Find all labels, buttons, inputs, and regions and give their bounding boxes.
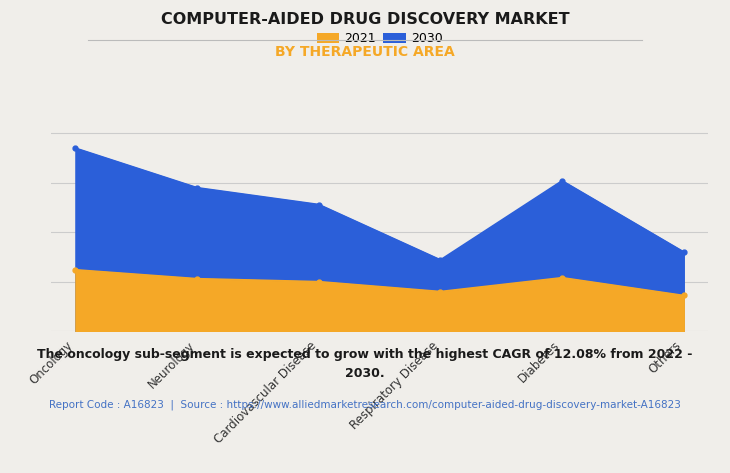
Text: The oncology sub-segment is expected to grow with the highest CAGR of 12.08% fro: The oncology sub-segment is expected to …: [37, 348, 693, 360]
Text: 2030.: 2030.: [345, 367, 385, 379]
Legend: 2021, 2030: 2021, 2030: [313, 28, 446, 49]
Text: BY THERAPEUTIC AREA: BY THERAPEUTIC AREA: [275, 45, 455, 59]
Text: Report Code : A16823  |  Source : https://www.alliedmarketresearch.com/computer-: Report Code : A16823 | Source : https://…: [49, 400, 681, 410]
Text: COMPUTER-AIDED DRUG DISCOVERY MARKET: COMPUTER-AIDED DRUG DISCOVERY MARKET: [161, 12, 569, 27]
